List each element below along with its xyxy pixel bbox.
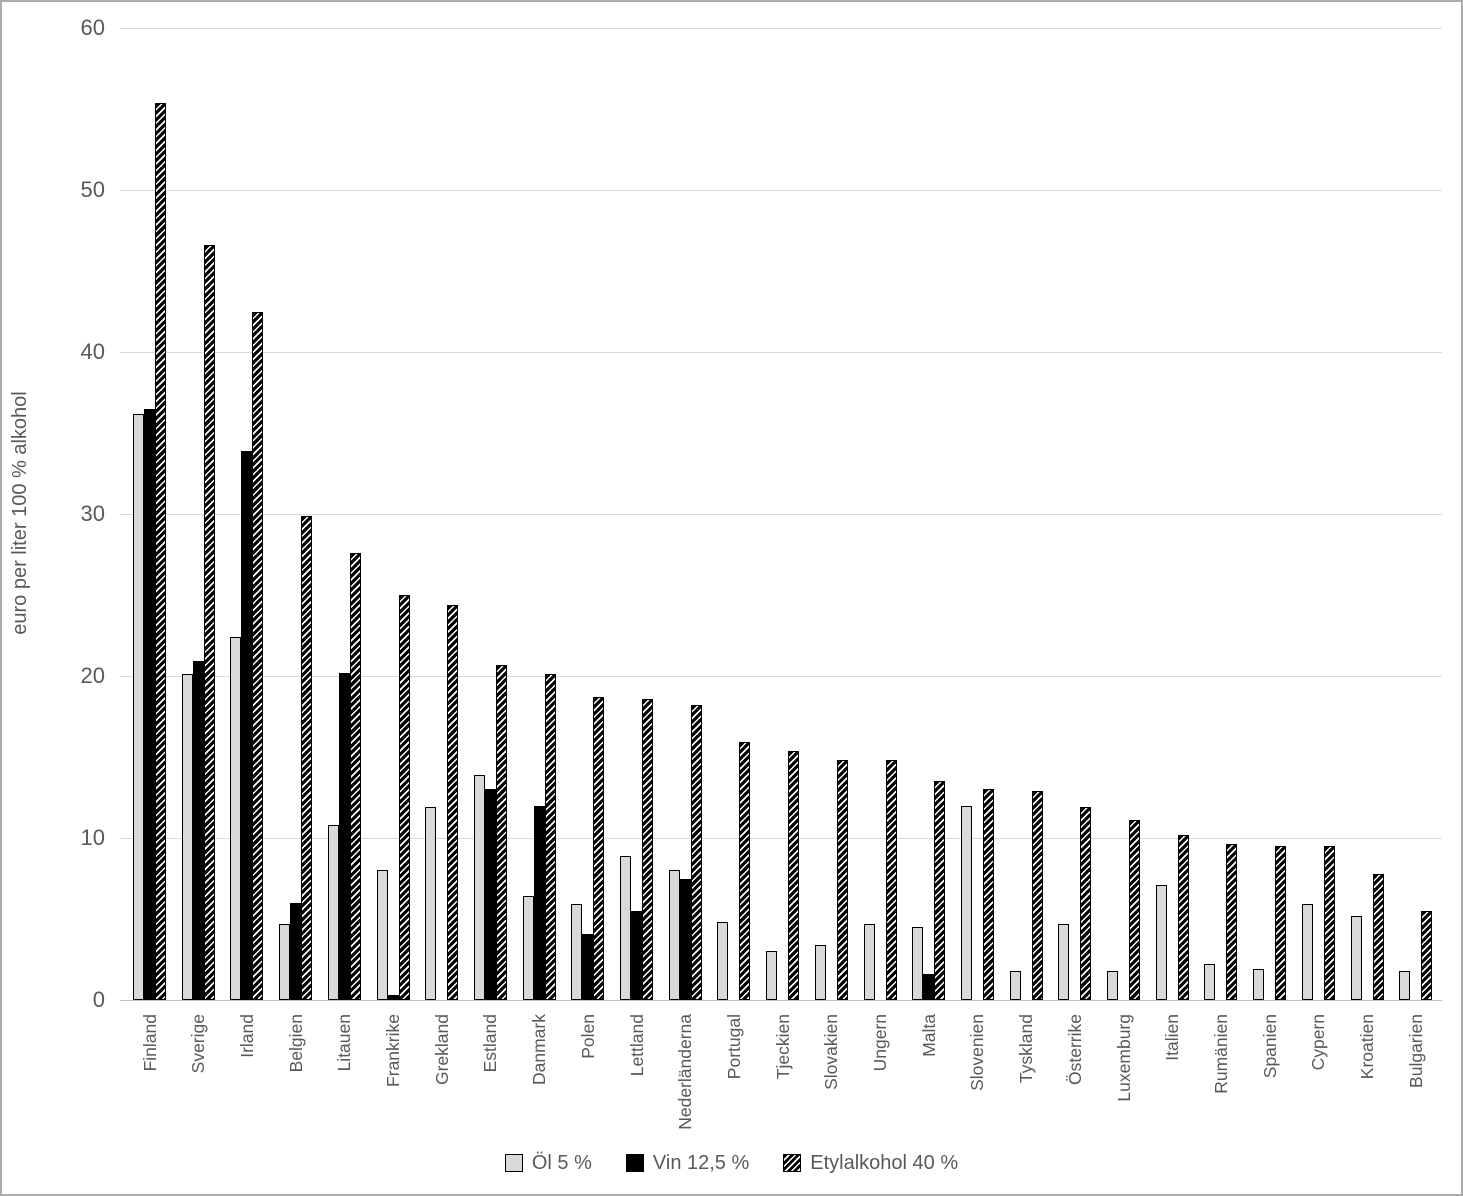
bar-ol: [327, 825, 339, 1000]
bar-ol: [571, 904, 583, 1000]
bar-etyl: [836, 760, 848, 1000]
bar-ol: [1155, 884, 1167, 1000]
legend-item-etyl: Etylalkohol 40 %: [783, 1152, 958, 1175]
bar-ol: [1204, 964, 1216, 1000]
bar-vin: [533, 805, 545, 1000]
y-tick-label: 30: [80, 501, 105, 526]
bar-etyl: [301, 515, 313, 1000]
bar-etyl: [690, 705, 702, 1000]
bar-etyl: [398, 595, 410, 1000]
bar-etyl: [495, 664, 507, 1000]
bar-vin: [679, 878, 691, 1000]
bar-ol: [1253, 969, 1265, 1000]
bar-vin: [484, 789, 496, 1000]
bar-vin: [923, 974, 935, 1000]
legend-item-ol: Öl 5 %: [504, 1151, 592, 1175]
legend-item-vin: Vin 12,5 %: [625, 1151, 750, 1175]
bar-ol: [717, 922, 729, 1000]
bar-vin: [338, 672, 350, 1000]
legend-label: Öl 5 %: [531, 1151, 592, 1174]
bar-ol: [1399, 970, 1411, 1000]
bar-ol: [1058, 923, 1070, 1000]
bar-etyl: [447, 604, 459, 1000]
bar-etyl: [1177, 834, 1189, 1000]
gridline: [120, 676, 1442, 677]
legend-label: Etylalkohol 40 %: [810, 1151, 959, 1174]
gridline: [120, 190, 1442, 191]
bar-vin: [144, 408, 155, 1000]
bar-etyl: [1226, 844, 1238, 1000]
bar-vin: [387, 995, 399, 1000]
bar-ol: [620, 855, 632, 1000]
bar-vin: [582, 933, 594, 1000]
bar-ol: [230, 637, 242, 1000]
gridline: [120, 1000, 1442, 1001]
bar-vin: [192, 661, 204, 1000]
bar-ol: [1350, 915, 1362, 1000]
bar-etyl: [982, 789, 994, 1000]
y-tick-label: 40: [80, 339, 105, 364]
bar-vin: [241, 450, 253, 1000]
bar-ol: [766, 951, 778, 1000]
bar-etyl: [1372, 873, 1384, 1000]
bar-ol: [522, 896, 534, 1000]
bar-etyl: [593, 697, 605, 1000]
gridline: [120, 838, 1442, 839]
bar-ol: [376, 870, 388, 1000]
legend-swatch-vin-icon: [625, 1154, 644, 1172]
bar-ol: [1301, 904, 1313, 1000]
bar-etyl: [642, 698, 654, 1000]
bar-ol: [181, 674, 193, 1000]
bar-vin: [631, 910, 643, 1000]
bar-ol: [668, 870, 680, 1000]
legend: Öl 5 % Vin 12,5 % Etylalkohol 40 %: [2, 1148, 1461, 1178]
bar-ol: [279, 923, 291, 1000]
bar-ol: [133, 413, 144, 1000]
bar-etyl: [1129, 820, 1141, 1000]
bar-etyl: [252, 311, 264, 1000]
bar-ol: [473, 774, 485, 1000]
y-tick-label: 0: [92, 987, 105, 1012]
bar-etyl: [155, 102, 166, 1000]
bar-vin: [290, 902, 302, 1000]
bar-etyl: [1031, 791, 1043, 1000]
bar-ol: [425, 807, 437, 1000]
bar-ol: [960, 805, 972, 1000]
y-tick-label: 20: [80, 663, 105, 688]
legend-swatch-etyl-icon: [783, 1154, 802, 1172]
bar-etyl: [1323, 846, 1335, 1000]
bar-etyl: [934, 781, 946, 1000]
bar-ol: [814, 944, 826, 1000]
bar-ol: [1009, 970, 1021, 1000]
bar-etyl: [1275, 846, 1287, 1000]
bar-etyl: [544, 674, 556, 1000]
bar-ol: [1107, 970, 1119, 1000]
bar-etyl: [788, 750, 800, 1000]
bar-etyl: [1421, 910, 1433, 1000]
gridline: [120, 352, 1442, 353]
bar-etyl: [1080, 807, 1092, 1000]
bar-etyl: [885, 760, 897, 1000]
bar-etyl: [203, 245, 215, 1000]
bar-ol: [912, 927, 924, 1000]
y-tick-label: 10: [80, 825, 105, 850]
y-tick-label: 50: [80, 177, 105, 202]
gridline: [120, 28, 1442, 29]
legend-label: Vin 12,5 %: [652, 1151, 750, 1174]
legend-swatch-ol-icon: [504, 1154, 523, 1172]
y-tick-label: 60: [80, 15, 105, 40]
y-axis-title: euro per liter 100 % alkohol: [9, 391, 31, 635]
bar-ol: [863, 923, 875, 1000]
bar-etyl: [739, 742, 751, 1000]
gridline: [120, 514, 1442, 515]
bar-etyl: [349, 552, 361, 1000]
